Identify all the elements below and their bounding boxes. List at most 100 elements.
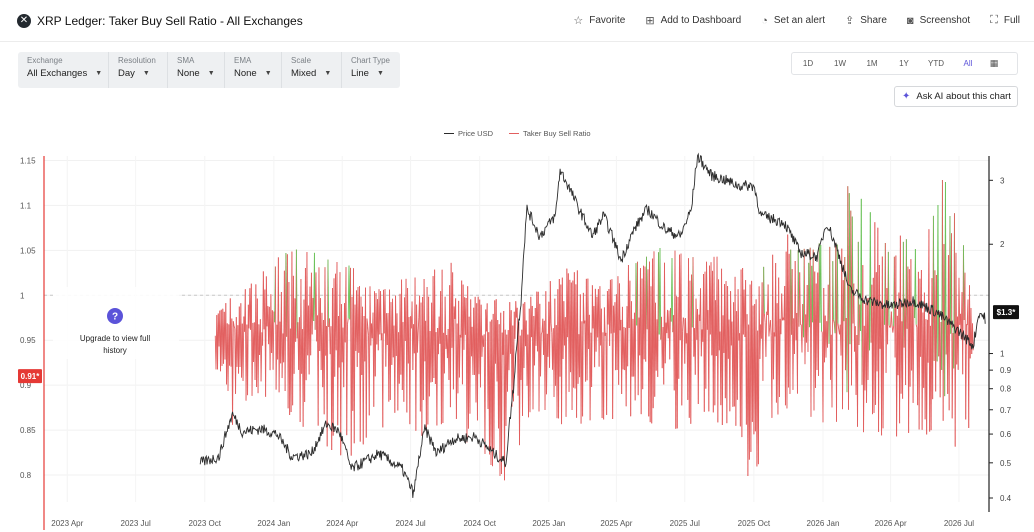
- upgrade-overlay: ? Upgrade to view full history: [53, 287, 179, 359]
- ratio-segment: [810, 265, 813, 417]
- upgrade-text-line2: history: [103, 346, 127, 355]
- ratio-segment: [340, 304, 342, 456]
- sma-select[interactable]: SMA None ▼: [168, 52, 225, 88]
- ratio-segment: [415, 304, 418, 431]
- x-tick-label: 2024 Jan: [257, 519, 290, 528]
- x-tick-label: 2025 Oct: [738, 519, 771, 528]
- left-tick-label: 0.8: [20, 471, 32, 480]
- share-button[interactable]: ⇪ Share: [845, 14, 887, 27]
- ask-ai-button[interactable]: ✦ Ask AI about this chart: [894, 86, 1018, 107]
- ratio-segment: [889, 326, 891, 328]
- x-tick-label: 2026 Jan: [807, 519, 840, 528]
- ratio-segment: [260, 332, 263, 382]
- right-current-badge: [993, 305, 1019, 320]
- chart-type-select[interactable]: Chart Type Line ▼: [342, 52, 400, 88]
- ratio-series: [214, 180, 974, 481]
- question-icon: [107, 308, 123, 324]
- ratio-segment: [836, 244, 839, 324]
- ratio-segment: [829, 246, 831, 380]
- chevron-down-icon: ▼: [142, 70, 150, 77]
- right-tick-label: 3: [1000, 176, 1005, 185]
- screenshot-label: Screenshot: [919, 15, 971, 26]
- share-label: Share: [860, 15, 887, 26]
- ratio-segment: [326, 259, 329, 447]
- ratio-segment: [272, 311, 275, 370]
- range-1m-button[interactable]: 1M: [866, 59, 878, 68]
- ratio-segment: [233, 325, 236, 329]
- x-tick-label: 2023 Jul: [121, 519, 151, 528]
- set-alert-button[interactable]: ◔ Set an alert: [761, 14, 825, 27]
- ratio-segment: [778, 318, 781, 397]
- ema-select[interactable]: EMA None ▼: [225, 52, 282, 88]
- resolution-select-value: Day: [118, 68, 135, 79]
- share-icon: ⇪: [845, 15, 855, 27]
- x-tick-label: 2024 Oct: [463, 519, 496, 528]
- ratio-segment: [540, 333, 542, 377]
- ratio-segment: [347, 318, 349, 325]
- chart-type-select-label: Chart Type: [351, 56, 390, 65]
- ratio-segment: [603, 307, 605, 420]
- full-label: Full: [1003, 15, 1020, 26]
- top-bar: ✕ XRP Ledger: Taker Buy Sell Ratio - All…: [0, 0, 1034, 42]
- left-tick-label: 0.9: [20, 381, 32, 390]
- calendar-icon[interactable]: ▦: [989, 58, 999, 68]
- ratio-segment: [820, 244, 822, 332]
- left-current-label: 0.91*: [21, 372, 41, 381]
- exchange-select[interactable]: Exchange All Exchanges ▼: [18, 52, 109, 88]
- left-tick-label: 0.85: [20, 426, 36, 435]
- xrp-logo-icon: ✕: [17, 14, 31, 28]
- ratio-segment: [232, 321, 235, 326]
- left-tick-label: 1: [20, 291, 25, 300]
- screenshot-button[interactable]: ◙ Screenshot: [907, 14, 970, 27]
- ratio-segment: [380, 291, 382, 341]
- legend-swatch-ratio: [509, 132, 520, 135]
- dashboard-add-icon: ⊞: [645, 15, 655, 27]
- ratio-segment: [346, 324, 348, 436]
- ratio-segment: [692, 257, 695, 357]
- ratio-segment: [718, 279, 720, 351]
- x-tick-label: 2026 Jul: [944, 519, 974, 528]
- right-tick-label: 0.9: [1000, 366, 1012, 375]
- fullscreen-icon: ⛶: [990, 14, 998, 26]
- range-ytd-button[interactable]: YTD: [928, 59, 944, 68]
- star-icon: ☆: [573, 15, 584, 27]
- range-all-button[interactable]: All: [963, 59, 973, 68]
- ratio-segment: [549, 281, 552, 324]
- ratio-segment: [772, 332, 775, 380]
- ratio-segment: [944, 181, 947, 355]
- favorite-button[interactable]: ☆ Favorite: [573, 14, 625, 27]
- scale-select-label: Scale: [291, 56, 312, 65]
- ratio-segment: [327, 259, 330, 327]
- ratio-segment: [664, 322, 667, 364]
- ratio-segment: [781, 293, 783, 321]
- ratio-segment: [821, 331, 823, 333]
- add-to-dashboard-button[interactable]: ⊞ Add to Dashboard: [645, 14, 741, 27]
- ratio-segment: [697, 314, 700, 404]
- resolution-select[interactable]: Resolution Day ▼: [109, 52, 168, 88]
- right-tick-label: 0.7: [1000, 406, 1012, 415]
- ema-select-value: None: [234, 68, 257, 79]
- range-1d-button[interactable]: 1D: [802, 59, 814, 68]
- right-tick-label: 0.5: [1000, 459, 1012, 468]
- ratio-segment: [765, 311, 768, 357]
- legend-item-ratio[interactable]: Taker Buy Sell Ratio: [509, 129, 591, 138]
- range-1y-button[interactable]: 1Y: [899, 59, 909, 68]
- ratio-segment: [501, 332, 503, 475]
- ratio-segment: [681, 331, 683, 406]
- scale-select[interactable]: Scale Mixed ▼: [282, 52, 342, 88]
- legend-swatch-price: [444, 132, 454, 135]
- ratio-segment: [706, 261, 708, 330]
- scale-select-value: Mixed: [291, 68, 317, 79]
- axes: 0.8 0.85 0.9 0.95 1 1.05 1.1 1.15 2023 Apr 2023 J…: [18, 156, 1019, 530]
- ratio-segment: [799, 272, 801, 325]
- ratio-segment: [767, 284, 770, 337]
- ratio-segment: [550, 323, 553, 333]
- ratio-segment: [315, 272, 318, 342]
- x-tick-label: 2025 Jan: [532, 519, 565, 528]
- ratio-segment: [682, 317, 684, 332]
- range-1w-button[interactable]: 1W: [834, 59, 846, 68]
- full-button[interactable]: ⛶ Full: [990, 14, 1020, 27]
- legend-item-price[interactable]: Price USD: [444, 129, 493, 138]
- exchange-select-value: All Exchanges: [27, 68, 88, 79]
